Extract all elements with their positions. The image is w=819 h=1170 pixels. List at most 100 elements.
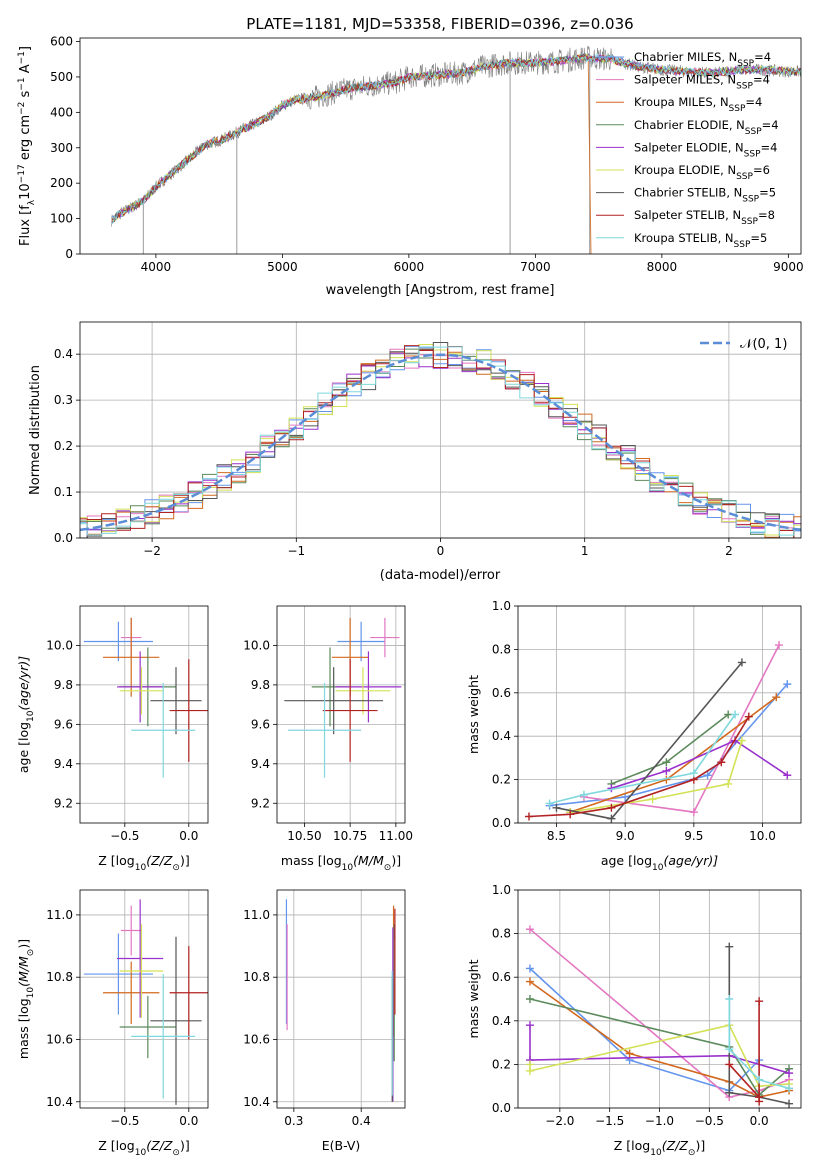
weight-point-marker: [525, 995, 534, 1003]
mass-vs-ebv-frame: [276, 889, 406, 1109]
weight-point-marker: [607, 803, 616, 812]
weight-point-marker: [725, 942, 734, 951]
age-vs-mass-ytick-label: 9.6: [251, 717, 270, 731]
weight-point-marker: [525, 977, 534, 986]
age-vs-z-errorbars: [83, 617, 208, 778]
spectrum-ytick-label: 500: [50, 70, 73, 84]
weight-series-line: [549, 714, 736, 805]
weight-point-marker: [524, 812, 533, 821]
weight-point-marker: [607, 814, 616, 823]
weight-point-marker: [648, 795, 657, 804]
spectrum-xtick-label: 9000: [773, 260, 804, 274]
residuals-ytick-label: 0.0: [54, 531, 73, 545]
spectrum-xtick-label: 6000: [394, 260, 425, 274]
legend-entry: Chabrier ELODIE, NSSP=4: [634, 118, 779, 137]
age-vs-z-ytick-label: 9.4: [54, 757, 73, 771]
weight-vs-age-ytick-label: 0.2: [492, 773, 511, 787]
mass-vs-ebv-xtick-label: 0.4: [352, 1114, 371, 1128]
mass-vs-z-errorbars: [83, 899, 208, 1105]
residuals-xtick-label: 0: [437, 544, 445, 558]
residuals-ytick-label: 0.2: [54, 439, 73, 453]
residuals-frame: [79, 321, 802, 539]
mass-vs-z-xlabel: Z [log10(Z/Z⊙)]: [98, 1138, 189, 1158]
weight-point-marker: [552, 803, 561, 812]
residuals-ylabel: Normed distribution: [28, 365, 43, 495]
normal-reference-curve: [80, 353, 801, 532]
weight-point-marker: [566, 810, 575, 819]
weight-point-marker: [525, 1021, 534, 1030]
spectrum-ytick-label: 100: [50, 212, 73, 226]
weight-point-marker: [755, 1097, 764, 1106]
age-vs-mass-frame: [276, 605, 406, 824]
weight-point-marker: [662, 766, 671, 775]
weight-vs-z-ytick-label: 0.4: [492, 1014, 511, 1028]
weight-point-marker: [725, 1045, 734, 1054]
mass-vs-z-xtick-label: −0.5: [110, 1114, 139, 1128]
residuals-histograms: [80, 342, 801, 538]
spectrum-model-line: [111, 53, 801, 225]
age-vs-mass-xtick-label: 10.50: [287, 829, 321, 843]
legend-entry: Kroupa MILES, NSSP=4: [634, 95, 762, 114]
residuals-ytick-label: 0.3: [54, 393, 73, 407]
weight-vs-age-ytick-label: 0.4: [492, 729, 511, 743]
age-vs-mass-ytick-label: 10.0: [243, 638, 270, 652]
residual-histogram: [80, 345, 801, 538]
residuals-xtick-label: 2: [725, 544, 733, 558]
age-vs-z-ytick-label: 9.6: [54, 717, 73, 731]
weight-vs-age-lines: [524, 641, 792, 823]
legend-entry: Chabrier MILES, NSSP=4: [634, 50, 771, 69]
age-vs-mass-ytick-label: 9.8: [251, 678, 270, 692]
weight-point-marker: [689, 769, 698, 778]
spectrum-xlabel: wavelength [Angstrom, rest frame]: [326, 283, 555, 298]
weight-vs-age-xtick-label: 10.0: [749, 829, 776, 843]
spectrum-axes: 4000 5000 6000 7000 8000 9000 0 100 200 300 400 500…: [50, 35, 804, 274]
weight-vs-age-ytick-label: 0.0: [492, 816, 511, 830]
age-vs-z-ytick-label: 9.2: [54, 796, 73, 810]
weight-point-marker: [783, 771, 792, 780]
mass-vs-ebv-ytick-label: 10.6: [243, 1032, 270, 1046]
spectrum-frame: [79, 37, 802, 255]
residual-histogram: [80, 352, 801, 538]
residual-histogram: [80, 345, 801, 534]
age-vs-z-ytick-label: 9.8: [54, 678, 73, 692]
weight-point-marker: [724, 710, 733, 719]
weight-point-marker: [737, 658, 746, 667]
mass-vs-ebv-ytick-label: 10.4: [243, 1095, 270, 1109]
age-vs-mass-xtick-label: 11.00: [379, 829, 413, 843]
age-vs-z-xlabel: Z [log10(Z/Z⊙)]: [98, 853, 189, 873]
weight-point-marker: [625, 1049, 634, 1058]
weight-series-line: [728, 999, 790, 1090]
weight-vs-z-lines: [525, 925, 794, 1108]
age-vs-mass-xlabel: mass [log10(M/M⊙)]: [281, 853, 401, 873]
spectrum-lines: [111, 46, 801, 254]
legend-entry: Kroupa ELODIE, NSSP=6: [634, 163, 770, 182]
spectrum-ytick-label: 600: [50, 35, 73, 49]
age-vs-z-ylabel: age [log10(age/yr)]: [16, 656, 36, 773]
weight-vs-z-ytick-label: 1.0: [492, 883, 511, 897]
age-vs-z-frame: [79, 605, 209, 824]
age-vs-z-xtick-label: −0.5: [110, 829, 139, 843]
spectrum-xtick-label: 4000: [141, 260, 172, 274]
spectrum-ytick-label: 400: [50, 105, 73, 119]
legend-entry: Salpeter STELIB, NSSP=8: [634, 208, 775, 227]
weight-series-line: [549, 683, 788, 807]
weight-point-marker: [725, 1060, 734, 1069]
mass-vs-ebv-xlabel: E(B-V): [322, 1138, 361, 1153]
spectrum-xtick-label: 7000: [520, 260, 551, 274]
residuals-ytick-label: 0.4: [54, 347, 73, 361]
weight-point-marker: [662, 758, 671, 767]
weight-point-marker: [785, 1084, 794, 1093]
weight-vs-z-ytick-label: 0.0: [492, 1101, 511, 1115]
weight-point-marker: [783, 680, 792, 689]
age-vs-mass-errorbars: [284, 617, 402, 778]
spectrum-xtick-label: 5000: [267, 260, 298, 274]
weight-vs-age-ytick-label: 0.6: [492, 686, 511, 700]
mass-vs-ebv-xtick-label: 0.3: [284, 1114, 303, 1128]
weight-point-marker: [755, 1075, 764, 1084]
figure-title: PLATE=1181, MJD=53358, FIBERID=0396, z=0…: [246, 15, 633, 33]
weight-point-marker: [775, 641, 784, 650]
weight-point-marker: [785, 1069, 794, 1078]
mass-vs-z-ytick-label: 10.4: [46, 1095, 73, 1109]
weight-vs-age-xtick-label: 8.5: [547, 829, 566, 843]
weight-point-marker: [545, 799, 554, 808]
